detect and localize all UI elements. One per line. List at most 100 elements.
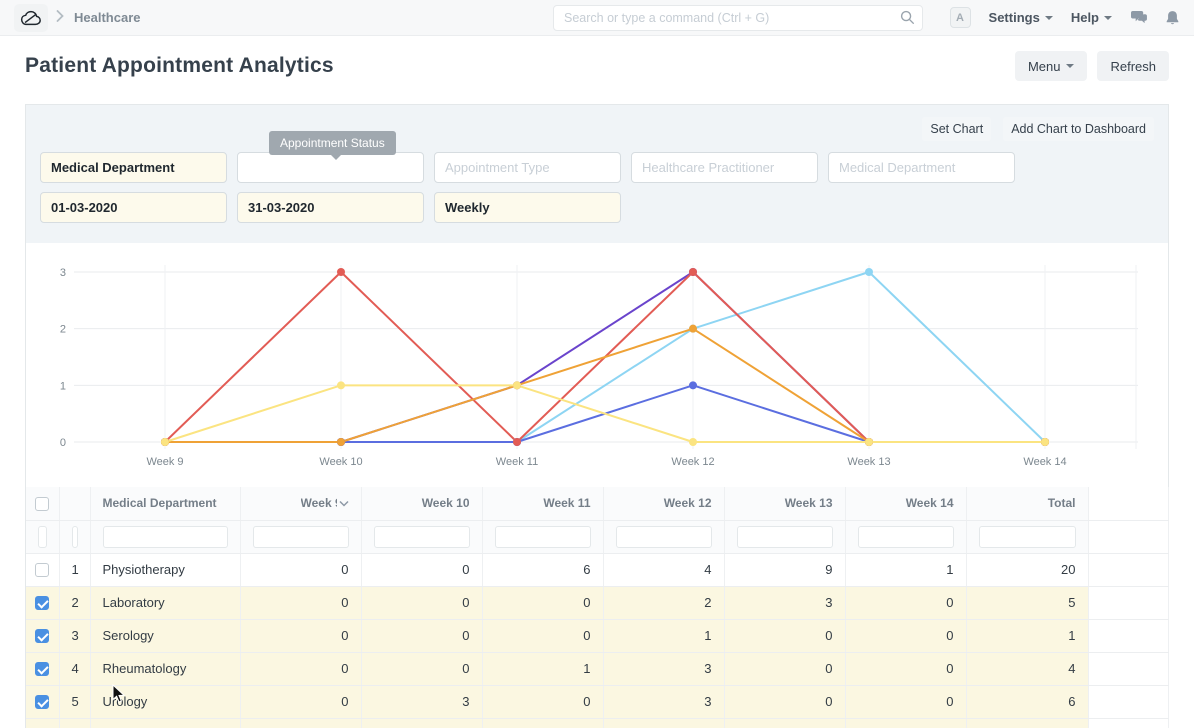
checkbox-checked-icon[interactable] (35, 662, 50, 677)
checkbox-checked-icon[interactable] (35, 596, 50, 611)
row-checkbox-cell[interactable] (26, 553, 60, 587)
column-header-week-13[interactable]: Week 13 (724, 487, 846, 521)
select-all-checkbox[interactable] (26, 487, 60, 521)
cell-week-value[interactable]: 6 (482, 553, 604, 587)
cell-week-value[interactable]: 0 (845, 619, 967, 653)
filter-medical-department[interactable] (40, 152, 227, 183)
cell-week-value[interactable]: 1 (482, 652, 604, 686)
checkbox-unchecked-icon[interactable] (35, 563, 50, 578)
cell-week-value[interactable]: 0 (482, 685, 604, 719)
cell-week-value[interactable]: 0 (482, 586, 604, 620)
cell-week-value[interactable]: 0 (724, 619, 846, 653)
row-checkbox-cell[interactable] (26, 619, 60, 653)
add-chart-to-dashboard-button[interactable]: Add Chart to Dashboard (1003, 117, 1154, 141)
data-point-series-yellow[interactable] (689, 438, 697, 446)
filter-healthcare-practitioner[interactable] (631, 152, 818, 183)
cell-week-value[interactable]: 0 (240, 652, 362, 686)
column-header-week-14[interactable]: Week 14 (845, 487, 967, 521)
column-header-total[interactable]: Total (966, 487, 1089, 521)
data-point-Urology[interactable] (513, 438, 521, 446)
set-chart-button[interactable]: Set Chart (922, 117, 992, 141)
data-point-series-yellow[interactable] (1041, 438, 1049, 446)
chat-icon[interactable] (1130, 10, 1147, 25)
settings-menu[interactable]: Settings (989, 10, 1053, 25)
column-header-week-12[interactable]: Week 12 (603, 487, 725, 521)
cell-week-value[interactable]: 0 (240, 586, 362, 620)
cell-week-value[interactable]: 0 (240, 619, 362, 653)
cell-week-value[interactable]: 1 (845, 553, 967, 587)
data-point-series-yellow[interactable] (161, 438, 169, 446)
row-checkbox-cell[interactable] (26, 685, 60, 719)
cell-medical-department[interactable]: Urology (90, 685, 241, 719)
cell-week-value[interactable]: 0 (845, 586, 967, 620)
filter-medical-department-2[interactable] (828, 152, 1015, 183)
column-filter-input[interactable] (102, 525, 228, 548)
cell-week-value[interactable]: 9 (724, 553, 846, 587)
bell-icon[interactable] (1165, 10, 1180, 26)
data-point-Urology[interactable] (689, 268, 697, 276)
filter-to-date[interactable] (237, 192, 424, 223)
filter-appointment-type[interactable] (434, 152, 621, 183)
help-menu[interactable]: Help (1071, 10, 1112, 25)
cell-week-value[interactable]: 3 (603, 652, 725, 686)
data-point-Urology[interactable] (337, 268, 345, 276)
column-filter-input[interactable] (615, 525, 712, 548)
data-point-series-orange[interactable] (337, 438, 345, 446)
data-point-Serology[interactable] (689, 381, 697, 390)
cell-week-value[interactable]: 0 (845, 685, 967, 719)
data-point-series-orange[interactable] (689, 324, 697, 333)
column-filter-input[interactable] (38, 525, 47, 548)
refresh-button[interactable]: Refresh (1097, 51, 1169, 81)
cell-week-value[interactable]: 3 (724, 586, 846, 620)
cell-week-value[interactable]: 0 (361, 619, 483, 653)
cell-week-value[interactable]: 0 (361, 652, 483, 686)
column-header-week-11[interactable]: Week 11 (482, 487, 604, 521)
avatar[interactable]: A (949, 7, 971, 28)
column-header-medical-department[interactable]: Medical Department (90, 487, 241, 521)
column-header-index (59, 487, 91, 521)
cell-week-value[interactable]: 1 (603, 619, 725, 653)
menu-button[interactable]: Menu (1014, 51, 1088, 81)
cell-medical-department[interactable]: Serology (90, 619, 241, 653)
cell-medical-department[interactable]: Laboratory (90, 586, 241, 620)
checkbox-icon[interactable] (35, 496, 50, 511)
filter-range-select[interactable] (434, 192, 621, 223)
column-filter-input[interactable] (71, 525, 78, 548)
breadcrumb-healthcare[interactable]: Healthcare (74, 10, 141, 25)
column-filter-input[interactable] (494, 525, 591, 548)
cell-week-value[interactable]: 2 (603, 586, 725, 620)
cell-week-value[interactable]: 0 (724, 652, 846, 686)
cell-week-value[interactable]: 3 (603, 685, 725, 719)
cell-week-value[interactable]: 0 (361, 553, 483, 587)
data-point-series-yellow[interactable] (513, 381, 521, 390)
data-point-series-yellow[interactable] (865, 438, 873, 446)
filter-from-date[interactable] (40, 192, 227, 223)
row-checkbox-cell[interactable] (26, 652, 60, 686)
checkbox-checked-icon[interactable] (35, 629, 50, 644)
cell-week-value[interactable]: 0 (361, 586, 483, 620)
column-filter-input[interactable] (252, 525, 349, 548)
app-logo[interactable] (14, 3, 48, 32)
cell-week-value[interactable]: 4 (603, 553, 725, 587)
data-point-Laboratory[interactable] (865, 268, 873, 276)
cell-week-value[interactable]: 0 (240, 553, 362, 587)
cell-week-value[interactable]: 3 (361, 685, 483, 719)
cell-medical-department[interactable]: Physiotherapy (90, 553, 241, 587)
cell-week-value[interactable]: 0 (482, 619, 604, 653)
filter-appointment-status[interactable] (237, 152, 424, 183)
column-filter-input[interactable] (978, 525, 1076, 548)
data-point-series-yellow[interactable] (337, 381, 345, 390)
row-checkbox-cell[interactable] (26, 586, 60, 620)
cell-week-value[interactable]: 0 (240, 685, 362, 719)
cell-week-value[interactable]: 0 (845, 652, 967, 686)
column-filter-input[interactable] (373, 525, 470, 548)
column-filter-input[interactable] (736, 525, 833, 548)
search-input[interactable] (553, 5, 923, 31)
column-filter-input[interactable] (857, 525, 954, 548)
checkbox-checked-icon[interactable] (35, 695, 50, 710)
column-header-week9-sorted[interactable]: Week 9 (240, 487, 362, 521)
cell-week-value[interactable]: 0 (724, 685, 846, 719)
cell-medical-department[interactable]: Rheumatology (90, 652, 241, 686)
column-header-week-10[interactable]: Week 10 (361, 487, 483, 521)
